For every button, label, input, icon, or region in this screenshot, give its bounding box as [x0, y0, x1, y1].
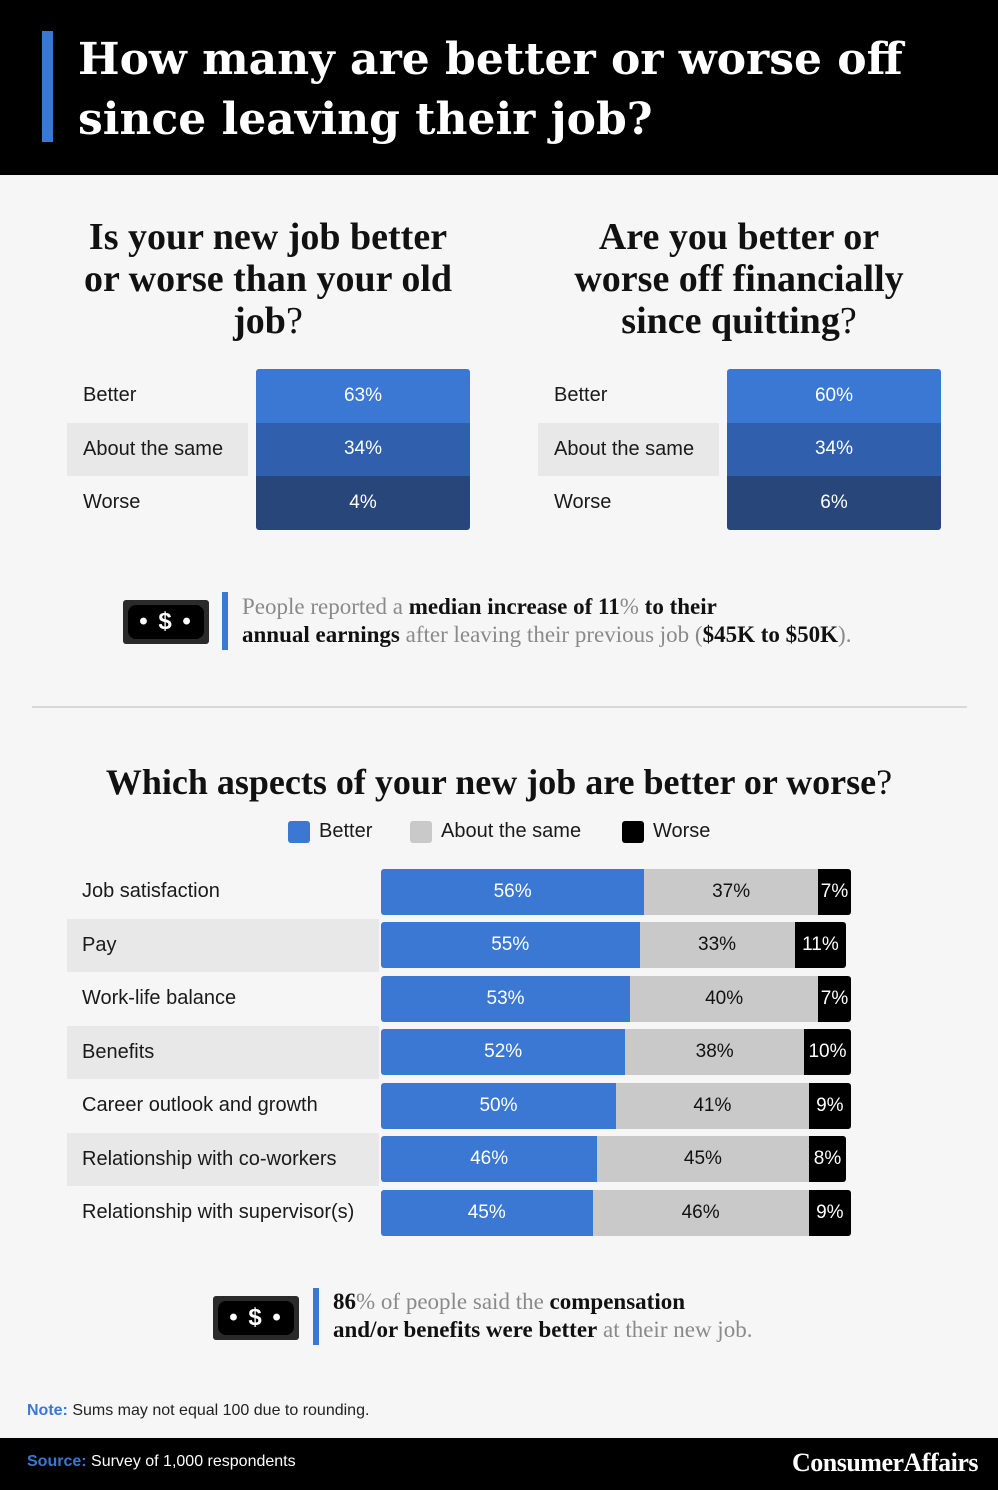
- same-segment: 40%: [630, 975, 819, 1022]
- same-segment: 33%: [639, 922, 795, 968]
- footer: Source: Survey of 1,000 respondents Cons…: [0, 1438, 998, 1490]
- better-segment: 46%: [381, 1136, 598, 1182]
- chart1-category-label: Worse: [83, 491, 141, 513]
- aspect-label: Benefits: [67, 1025, 379, 1079]
- legend-same-label: About the same: [441, 820, 582, 842]
- same-segment: 38%: [625, 1029, 804, 1075]
- chart2-value-cell: 34%: [727, 422, 941, 476]
- legend-same: About the same: [410, 820, 581, 843]
- aspect-label: Career outlook and growth: [82, 1094, 318, 1116]
- legend-better: Better: [288, 820, 372, 843]
- legend-worse-swatch: [622, 820, 644, 843]
- same-segment: 45%: [597, 1136, 809, 1182]
- chart2-value-cell: 60%: [727, 369, 941, 423]
- worse-segment: 9%: [808, 1082, 851, 1129]
- dollar-bill-icon: • $ •: [123, 600, 209, 644]
- chart1-category-label: About the same: [67, 422, 248, 476]
- better-segment: 50%: [381, 1082, 616, 1129]
- chart2-title: Are you better or worse off financially …: [574, 216, 904, 342]
- legend-better-swatch: [288, 820, 310, 843]
- aspect-label: Relationship with co-workers: [67, 1132, 379, 1186]
- header-banner: How many are better or worse off since l…: [0, 0, 998, 175]
- aspect-label: Work-life balance: [82, 987, 237, 1009]
- chart1-bar-block: 63% 34% 4%: [256, 369, 470, 530]
- earnings-callout: People reported a median increase of 11%…: [242, 594, 852, 647]
- worse-segment: 8%: [808, 1136, 847, 1182]
- better-segment: 56%: [381, 868, 645, 915]
- chart2-category-label: Better: [554, 384, 608, 406]
- dollar-bill-icon: • $ •: [213, 1296, 299, 1340]
- legend-better-label: Better: [319, 820, 373, 842]
- same-segment: 41%: [616, 1082, 809, 1129]
- chart2-category-label: About the same: [538, 422, 719, 476]
- worse-segment: 9%: [808, 1189, 851, 1236]
- aspect-label: Relationship with supervisor(s): [82, 1201, 355, 1223]
- chart1-value-cell: 63%: [256, 369, 470, 423]
- chart1-title: Is your new job better or worse than you…: [83, 216, 453, 342]
- better-segment: 53%: [381, 975, 631, 1022]
- brand-logo: ConsumerAffairs: [791, 1448, 979, 1477]
- footnote: Note: Sums may not equal 100 due to roun…: [27, 1402, 370, 1419]
- same-segment: 46%: [592, 1189, 809, 1236]
- header-accent-bar: [42, 31, 53, 142]
- compensation-callout: 86% of people said the compensation and/o…: [333, 1289, 753, 1342]
- chart1-category-label: Better: [83, 384, 137, 406]
- page-title: How many are better or worse off since l…: [78, 34, 903, 145]
- worse-segment: 10%: [804, 1029, 851, 1075]
- better-segment: 55%: [381, 922, 640, 968]
- section-divider: [32, 706, 967, 708]
- same-segment: 37%: [644, 868, 819, 915]
- worse-segment: 7%: [818, 868, 851, 915]
- chart2-value-cell: 6%: [727, 476, 941, 530]
- worse-segment: 7%: [818, 975, 851, 1022]
- callout-accent-bar: [313, 1288, 319, 1345]
- better-segment: 45%: [381, 1189, 593, 1236]
- chart2-bar-block: 60% 34% 6%: [727, 369, 941, 530]
- source-text: Source: Survey of 1,000 respondents: [27, 1453, 296, 1470]
- legend-same-swatch: [410, 820, 432, 843]
- chart3-title: Which aspects of your new job are better…: [105, 762, 893, 802]
- callout-accent-bar: [222, 592, 228, 650]
- chart2-category-label: Worse: [554, 491, 612, 513]
- chart1-value-cell: 34%: [256, 422, 470, 476]
- better-segment: 52%: [381, 1029, 626, 1075]
- legend-worse-label: Worse: [653, 820, 711, 842]
- legend-worse: Worse: [622, 820, 710, 843]
- aspect-label: Pay: [67, 918, 379, 972]
- chart1-value-cell: 4%: [256, 476, 470, 530]
- aspect-label: Job satisfaction: [82, 880, 220, 902]
- worse-segment: 11%: [794, 922, 847, 968]
